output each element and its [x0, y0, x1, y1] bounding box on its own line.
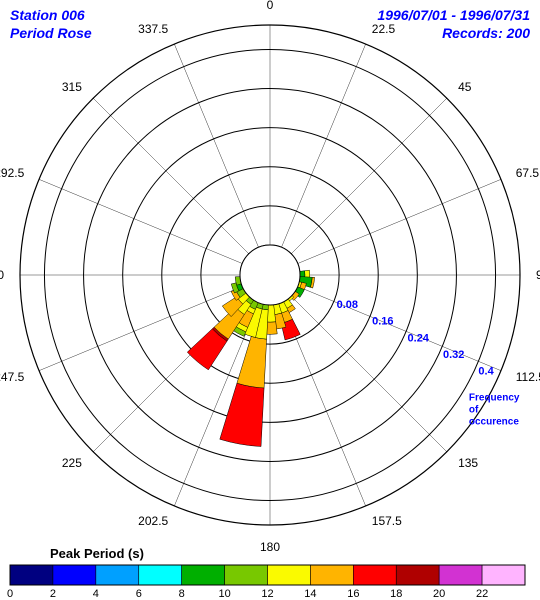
colorbar-cell	[396, 565, 439, 585]
colorbar-title: Peak Period (s)	[50, 546, 144, 561]
radial-spoke	[281, 44, 365, 247]
colorbar-tick: 2	[50, 588, 56, 600]
colorbar-cell	[482, 565, 525, 585]
angle-label: 337.5	[138, 22, 168, 36]
inner-ring-mask	[240, 245, 300, 305]
period-rose-chart: 022.54567.590112.5135157.5180202.5225247…	[0, 0, 540, 600]
angle-label: 90	[536, 268, 540, 282]
angle-label: 315	[62, 80, 82, 94]
angle-label: 112.5	[516, 370, 540, 384]
date-range: 1996/07/01 - 1996/07/31	[377, 7, 530, 23]
angle-label: 225	[62, 456, 82, 470]
colorbar-tick: 10	[218, 588, 230, 600]
colorbar-cell	[53, 565, 96, 585]
colorbar-cell	[139, 565, 182, 585]
colorbar-tick: 12	[261, 588, 273, 600]
frequency-label: occurence	[469, 416, 519, 427]
frequency-label: Frequency	[469, 392, 520, 403]
ring-value-label: 0.32	[443, 349, 464, 361]
colorbar-tick: 8	[179, 588, 185, 600]
records-label: Records: 200	[442, 25, 530, 41]
colorbar-tick: 22	[476, 588, 488, 600]
radial-spoke	[174, 44, 258, 247]
colorbar-cell	[96, 565, 139, 585]
ring-value-label: 0.16	[372, 316, 393, 328]
chart-title: Period Rose	[10, 25, 92, 41]
colorbar-tick: 14	[304, 588, 316, 600]
chart-svg: 022.54567.590112.5135157.5180202.5225247…	[0, 0, 540, 600]
angle-label: 180	[260, 540, 280, 554]
angle-label: 292.5	[0, 166, 25, 180]
colorbar-cell	[10, 565, 53, 585]
angle-label: 135	[458, 456, 478, 470]
radial-spoke	[298, 286, 501, 370]
angle-label: 270	[0, 268, 4, 282]
colorbar-tick: 18	[390, 588, 402, 600]
angle-label: 0	[267, 0, 274, 12]
colorbar-cell	[268, 565, 311, 585]
angle-label: 67.5	[516, 166, 540, 180]
colorbar-cell	[225, 565, 268, 585]
radial-spoke	[39, 179, 242, 263]
ring-value-label: 0.24	[408, 332, 430, 344]
angle-label: 157.5	[372, 514, 402, 528]
radial-spoke	[298, 179, 501, 263]
angle-label: 202.5	[138, 514, 168, 528]
angle-label: 45	[458, 80, 472, 94]
colorbar-tick: 20	[433, 588, 445, 600]
colorbar-tick: 4	[93, 588, 99, 600]
colorbar-cell	[310, 565, 353, 585]
colorbar-cell	[182, 565, 225, 585]
frequency-label: of	[469, 404, 479, 415]
ring-value-label: 0.4	[478, 365, 494, 377]
colorbar-tick: 0	[7, 588, 13, 600]
angle-label: 22.5	[372, 22, 396, 36]
colorbar-tick: 16	[347, 588, 359, 600]
rose-bar-segment	[220, 383, 264, 446]
colorbar-cell	[439, 565, 482, 585]
station-label: Station 006	[10, 7, 85, 23]
colorbar-cell	[353, 565, 396, 585]
angle-label: 247.5	[0, 370, 25, 384]
colorbar-tick: 6	[136, 588, 142, 600]
ring-value-label: 0.08	[337, 299, 358, 311]
